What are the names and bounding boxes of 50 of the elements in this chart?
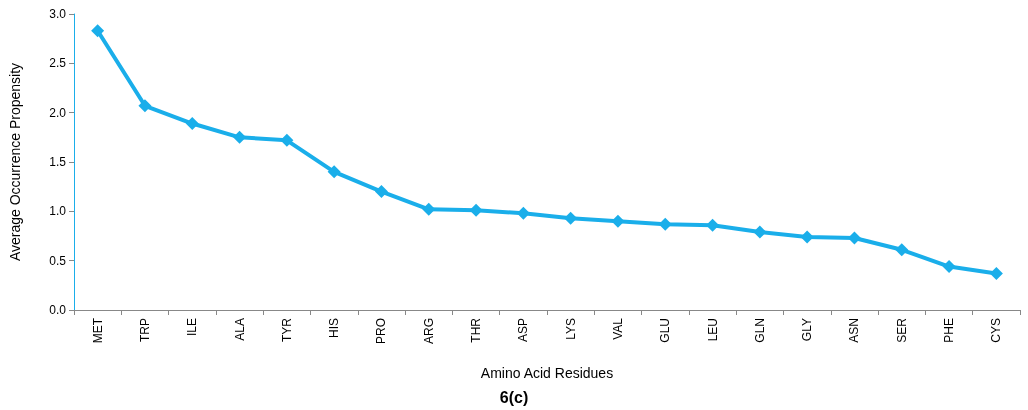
text: 6(c) [499, 388, 529, 406]
x-tick-label: PHE [942, 318, 957, 343]
y-tick-label: 0.0 [49, 303, 67, 317]
x-tick-label: THR [469, 317, 484, 343]
x-tick-label: PRO [374, 318, 389, 345]
y-tick-label: 1.5 [49, 155, 67, 169]
point [233, 130, 247, 144]
point [422, 202, 436, 216]
point [327, 165, 341, 179]
x-tick-label: GLY [800, 318, 815, 342]
point [91, 24, 105, 38]
y-axis-title: Average Occurrence Propensity [7, 62, 23, 262]
point [185, 117, 199, 131]
x-tick-label: GLU [658, 318, 673, 343]
x-tick-label: LYS [563, 318, 578, 340]
point [138, 99, 152, 113]
x-tick-label: MET [90, 317, 105, 344]
point [847, 231, 861, 245]
x-tick-label: ASN [847, 318, 862, 343]
x-tick-label: ALA [232, 318, 247, 341]
y-tick-label: 2.0 [49, 105, 67, 120]
point [469, 203, 483, 217]
x-tick-label: ILE [185, 318, 200, 337]
point [564, 211, 578, 225]
x-tick-label: HIS [327, 318, 342, 339]
point [942, 260, 956, 274]
x-tick-label: LEU [705, 318, 720, 342]
point [800, 230, 814, 244]
x-tick-label: ARG [421, 318, 436, 345]
point [658, 217, 672, 231]
x-axis-title: Amino Acid Residues [480, 365, 614, 381]
x-tick-label: CYS [989, 318, 1004, 343]
point [895, 243, 909, 257]
x-tick-label: SER [894, 317, 909, 343]
y-tick-label: 1.0 [49, 204, 67, 219]
x-tick-label: TRP [137, 318, 152, 342]
point [706, 218, 720, 232]
x-tick-label: GLN [752, 318, 767, 343]
x-tick-label: VAL [610, 317, 625, 340]
y-tick-label: 0.5 [49, 253, 67, 268]
y-tick-label: 2.5 [49, 56, 67, 71]
point [280, 133, 294, 147]
point [611, 214, 625, 228]
x-tick-label: TYR [279, 317, 294, 342]
x-tick-label: ASP [516, 318, 531, 343]
point [374, 185, 388, 199]
point [516, 206, 530, 220]
point [753, 225, 767, 239]
point [989, 266, 1003, 280]
y-tick-label: 3.0 [49, 7, 67, 21]
